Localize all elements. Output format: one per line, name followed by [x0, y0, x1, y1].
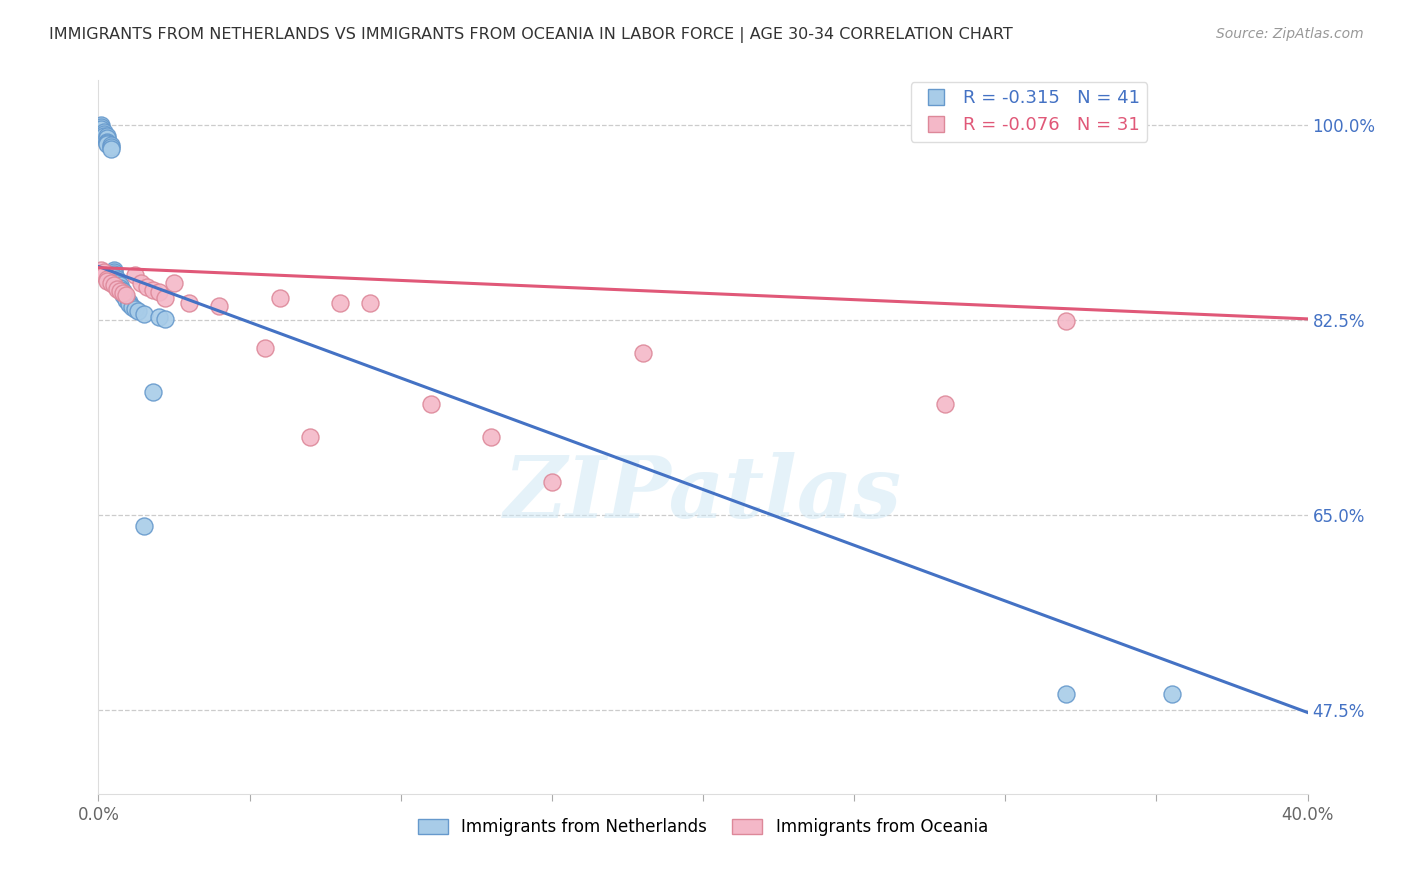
Point	[148, 310, 170, 324]
Point	[114, 293, 136, 307]
Point	[90, 263, 112, 277]
Point	[105, 282, 128, 296]
Point	[103, 265, 125, 279]
Point	[481, 430, 503, 444]
Point	[96, 271, 118, 285]
Point	[135, 279, 157, 293]
Point	[208, 298, 231, 313]
Point	[114, 288, 136, 302]
Point	[934, 396, 956, 410]
Point	[90, 118, 112, 132]
Point	[96, 274, 118, 288]
Point	[153, 291, 176, 305]
Point	[132, 519, 155, 533]
Point	[124, 268, 146, 283]
Point	[111, 286, 134, 301]
Point	[100, 142, 122, 157]
Point	[269, 291, 291, 305]
Point	[93, 125, 115, 139]
Point	[360, 296, 382, 310]
Point	[93, 265, 115, 279]
Point	[179, 296, 201, 310]
Point	[93, 268, 115, 283]
Text: IMMIGRANTS FROM NETHERLANDS VS IMMIGRANTS FROM OCEANIA IN LABOR FORCE | AGE 30-3: IMMIGRANTS FROM NETHERLANDS VS IMMIGRANT…	[49, 27, 1012, 43]
Point	[108, 284, 131, 298]
Point	[100, 137, 122, 152]
Point	[124, 301, 146, 316]
Point	[540, 475, 562, 489]
Point	[93, 127, 115, 141]
Point	[420, 396, 443, 410]
Point	[105, 277, 128, 291]
Point	[96, 136, 118, 150]
Point	[103, 278, 125, 293]
Point	[108, 278, 131, 293]
Point	[142, 283, 165, 297]
Point	[142, 385, 165, 400]
Text: ZIPatlas: ZIPatlas	[503, 452, 903, 536]
Point	[1160, 687, 1182, 701]
Point	[100, 277, 122, 291]
Legend: Immigrants from Netherlands, Immigrants from Oceania: Immigrants from Netherlands, Immigrants …	[412, 812, 994, 843]
Point	[105, 271, 128, 285]
Point	[108, 281, 131, 295]
Point	[329, 296, 352, 310]
Point	[153, 312, 176, 326]
Point	[103, 268, 125, 282]
Point	[114, 291, 136, 305]
Point	[103, 263, 125, 277]
Point	[118, 297, 141, 311]
Text: Source: ZipAtlas.com: Source: ZipAtlas.com	[1216, 27, 1364, 41]
Point	[253, 341, 276, 355]
Point	[299, 430, 322, 444]
Point	[132, 307, 155, 322]
Point	[148, 285, 170, 300]
Point	[1054, 687, 1077, 701]
Point	[93, 129, 115, 144]
Point	[111, 286, 134, 301]
Point	[96, 136, 118, 151]
Point	[105, 274, 128, 288]
Point	[111, 284, 134, 298]
Point	[100, 140, 122, 154]
Point	[118, 295, 141, 310]
Point	[90, 120, 112, 135]
Point	[90, 122, 112, 136]
Point	[103, 269, 125, 284]
Point	[163, 277, 186, 291]
Point	[108, 283, 131, 297]
Point	[1054, 314, 1077, 328]
Point	[96, 135, 118, 149]
Point	[111, 288, 134, 302]
Point	[96, 131, 118, 145]
Point	[129, 277, 152, 291]
Point	[127, 304, 149, 318]
Point	[631, 346, 654, 360]
Point	[121, 300, 143, 314]
Point	[96, 129, 118, 144]
